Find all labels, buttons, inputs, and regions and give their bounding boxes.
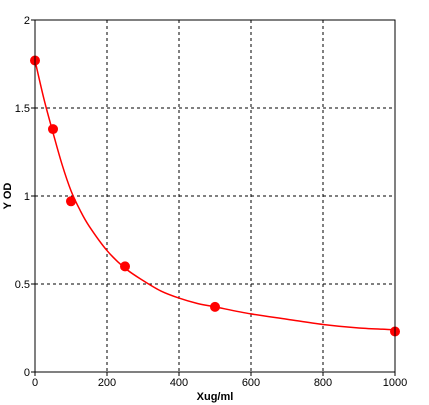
- data-point: [120, 261, 130, 272]
- data-point: [210, 301, 220, 312]
- y-tick-label: 0: [24, 367, 30, 379]
- x-tick-label: 800: [314, 377, 332, 389]
- x-tick-label: 0: [32, 377, 38, 389]
- y-tick-label: 1: [24, 191, 30, 203]
- y-tick-label: 2: [24, 15, 30, 27]
- y-tick-label: 1.5: [15, 103, 30, 115]
- y-tick-label: 0.5: [15, 279, 30, 291]
- x-axis-title: Xug/ml: [197, 391, 234, 403]
- x-tick-label: 600: [242, 377, 260, 389]
- y-axis-title: Y OD: [2, 183, 14, 210]
- x-tick-label: 400: [170, 377, 188, 389]
- x-tick-label: 1000: [383, 377, 407, 389]
- grid-lines: [35, 20, 395, 372]
- fit-curve-line: [34, 60, 396, 331]
- x-axis-ticks: 0 200 400 600 800 1000: [32, 372, 407, 389]
- data-point: [48, 124, 58, 135]
- x-tick-label: 200: [98, 377, 116, 389]
- y-axis-ticks: 0 0.5 1 1.5 2: [15, 15, 35, 379]
- data-point: [66, 196, 76, 207]
